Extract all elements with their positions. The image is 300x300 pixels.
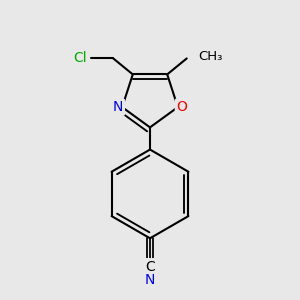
Text: O: O — [176, 100, 187, 114]
Text: N: N — [113, 100, 123, 114]
Text: Cl: Cl — [73, 51, 87, 65]
Text: CH₃: CH₃ — [198, 50, 223, 63]
Text: N: N — [145, 273, 155, 287]
Text: C: C — [145, 260, 155, 274]
